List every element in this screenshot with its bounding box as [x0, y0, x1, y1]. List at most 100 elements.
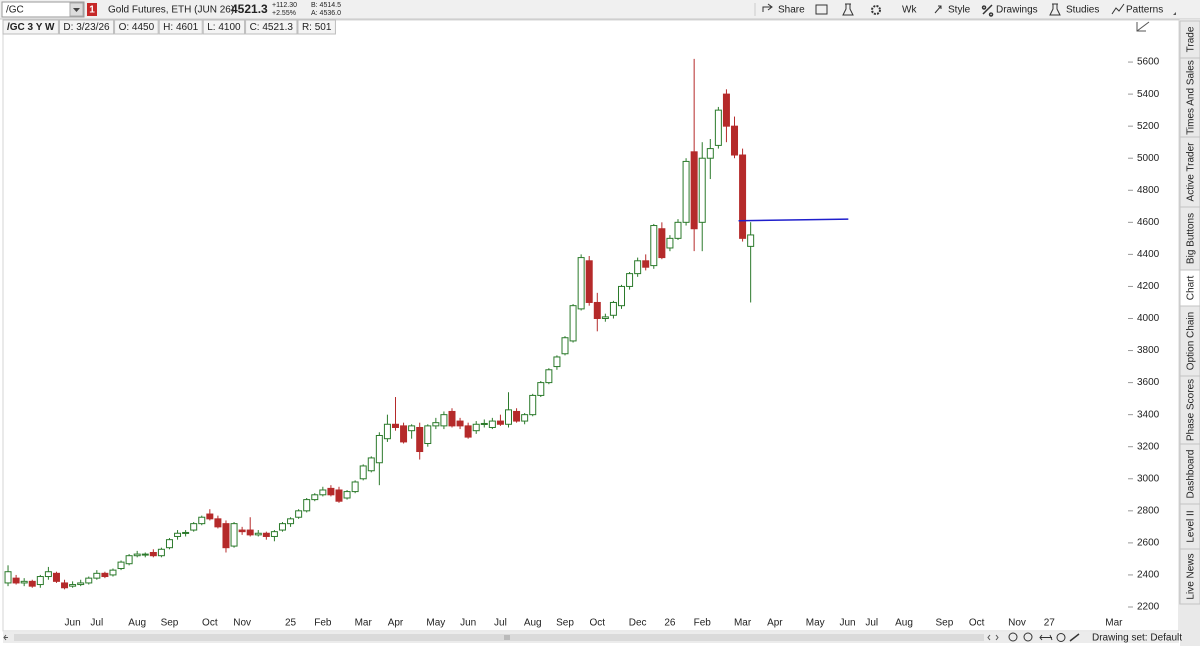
- y-tick-label: 5000: [1137, 153, 1160, 164]
- candle-body: [28, 580, 36, 587]
- style-button[interactable]: Style: [948, 5, 971, 16]
- candle-body: [20, 580, 28, 584]
- scroll-arrows[interactable]: [987, 634, 999, 641]
- candle-body: [569, 305, 577, 342]
- candle-body: [141, 553, 149, 556]
- candle-body: [206, 513, 214, 520]
- candle-body: [698, 157, 706, 223]
- candle-body: [351, 481, 359, 493]
- side-tab-label[interactable]: Phase Scores: [1186, 379, 1197, 441]
- gear-icon[interactable]: [871, 5, 881, 15]
- candle-body: [174, 532, 182, 537]
- description: Gold Futures, ETH (JUN 26): [108, 5, 234, 16]
- net-change: +112.30: [272, 2, 297, 9]
- zoom-in[interactable]: [1023, 632, 1033, 642]
- side-tab-label[interactable]: Big Buttons: [1186, 213, 1197, 264]
- studies-button[interactable]: Studies: [1066, 5, 1099, 16]
- pan-icon[interactable]: [1039, 634, 1053, 641]
- ask: A: 4536.0: [311, 10, 341, 17]
- candle-body: [182, 531, 190, 534]
- x-tick-label: Jul: [494, 618, 507, 629]
- side-tab-label[interactable]: Times And Sales: [1186, 60, 1197, 135]
- scroll-left[interactable]: [3, 634, 8, 641]
- x-tick-label: May: [426, 618, 445, 629]
- x-tick-label: Jun: [839, 618, 855, 629]
- side-tab[interactable]: [1179, 548, 1200, 605]
- drawings-icon: [981, 4, 994, 17]
- candle-body: [125, 555, 133, 565]
- side-tab-label[interactable]: Option Chain: [1186, 312, 1197, 370]
- drawings-button[interactable]: Drawings: [996, 5, 1038, 16]
- candle-body: [618, 285, 626, 307]
- candle-body: [295, 510, 303, 518]
- candle-body: [416, 426, 424, 453]
- candle-body: [537, 382, 545, 396]
- x-tick-label: Mar: [1105, 618, 1123, 629]
- side-tab-label[interactable]: Trade: [1186, 26, 1197, 52]
- x-tick-label: Oct: [202, 618, 218, 629]
- candle-body: [69, 584, 77, 587]
- y-tick-label: 2600: [1137, 538, 1160, 549]
- candle-body: [553, 356, 561, 368]
- scroll-thumb[interactable]: [14, 634, 984, 641]
- symbol-box[interactable]: [1, 1, 85, 18]
- percent-icon[interactable]: [1069, 633, 1080, 642]
- share-button[interactable]: Share: [778, 5, 805, 16]
- candle-body: [367, 457, 375, 472]
- patterns-button[interactable]: Patterns: [1126, 5, 1163, 16]
- candle-body: [278, 523, 286, 531]
- candle-body: [157, 548, 165, 557]
- x-tick-label: Feb: [694, 618, 712, 629]
- candle-body: [488, 420, 496, 428]
- header-field: R: 501: [302, 22, 332, 33]
- x-tick-label: Aug: [128, 618, 146, 629]
- x-tick-label: Jun: [65, 618, 81, 629]
- candle-body: [521, 414, 529, 422]
- symbol[interactable]: /GC: [6, 5, 24, 16]
- candle-body: [109, 569, 117, 576]
- x-tick-label: Jul: [865, 618, 878, 629]
- candle-body: [165, 539, 173, 549]
- scroll-grip: [504, 635, 510, 640]
- y-tick-label: 4200: [1137, 281, 1160, 292]
- candle-body: [424, 425, 432, 445]
- flask-icon[interactable]: [842, 3, 854, 16]
- side-tab-label[interactable]: Chart: [1186, 276, 1197, 301]
- candle-body: [93, 572, 101, 579]
- trend-line[interactable]: [738, 218, 849, 222]
- x-tick-label: Mar: [355, 618, 373, 629]
- zoom-out[interactable]: [1008, 632, 1018, 642]
- candle-body: [472, 423, 480, 432]
- y-tick-label: 4600: [1137, 217, 1160, 228]
- side-tab-label[interactable]: Active Trader: [1186, 142, 1197, 202]
- candle-body: [359, 465, 367, 480]
- candle-body: [432, 422, 440, 427]
- candle-body: [375, 434, 383, 464]
- x-tick-label: Apr: [388, 618, 404, 629]
- timeframe-button[interactable]: Wk: [902, 5, 917, 16]
- candle-body: [480, 422, 488, 425]
- crosshair-icon[interactable]: [1056, 633, 1066, 642]
- y-tick-label: 4000: [1137, 313, 1160, 324]
- x-tick-label: Aug: [895, 618, 913, 629]
- y-tick-label: 3600: [1137, 377, 1160, 388]
- dropdown-arrow: [73, 8, 80, 12]
- candle-body: [222, 523, 230, 549]
- x-tick-label: Nov: [233, 618, 251, 629]
- header-box: [245, 19, 298, 35]
- x-tick-label: Nov: [1008, 618, 1026, 629]
- axis-scale-icon[interactable]: [1136, 21, 1150, 32]
- candle-body: [327, 487, 335, 496]
- side-tab-label[interactable]: Level II: [1186, 510, 1197, 542]
- x-tick-label: 25: [285, 618, 297, 629]
- x-tick-label: Jul: [90, 618, 103, 629]
- drawing-set[interactable]: Drawing set: Default: [1092, 633, 1182, 644]
- screen-icon[interactable]: [815, 4, 828, 15]
- y-tick-label: 4800: [1137, 185, 1160, 196]
- studies-icon: [1049, 3, 1061, 16]
- side-tab-label[interactable]: Live News: [1186, 553, 1197, 599]
- side-tab-label[interactable]: Dashboard: [1186, 450, 1197, 499]
- link-flag[interactable]: [87, 3, 97, 16]
- header-field: H: 4601: [163, 22, 198, 33]
- candle-body: [642, 260, 650, 268]
